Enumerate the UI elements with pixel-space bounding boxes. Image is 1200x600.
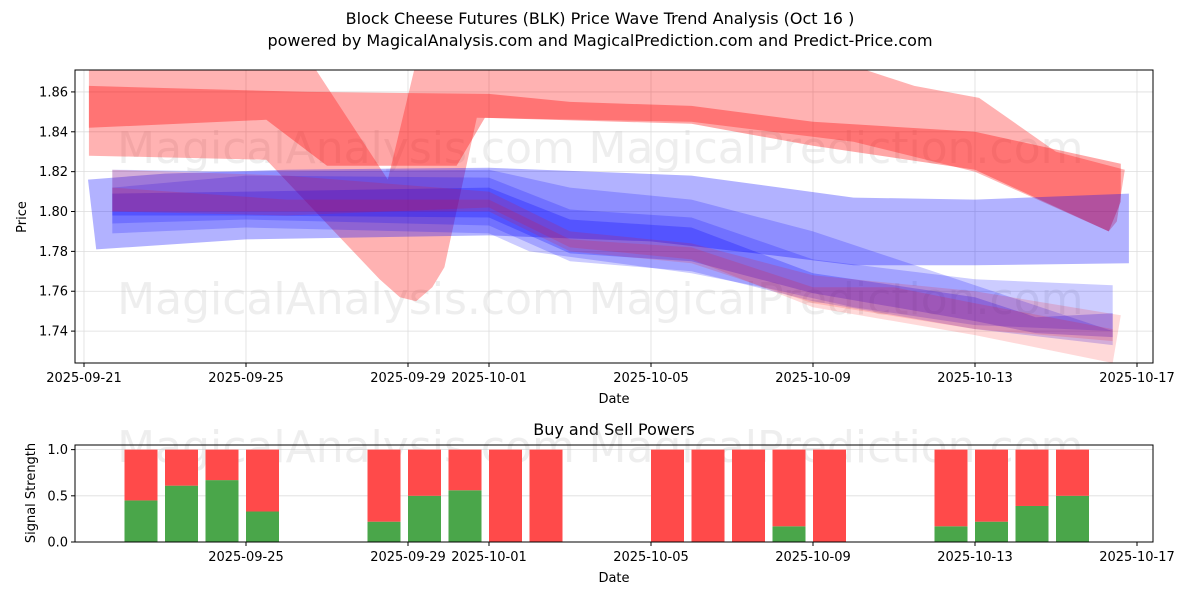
price-y-tick-label: 1.82 (39, 165, 68, 180)
chart-subtitle: powered by MagicalAnalysis.com and Magic… (267, 31, 933, 50)
price-y-tick-label: 1.84 (39, 125, 68, 140)
power-x-tick-label: 2025-10-09 (775, 550, 851, 565)
price-x-tick-label: 2025-10-01 (451, 371, 527, 386)
watermark: MagicalPrediction.com (589, 123, 1084, 174)
price-x-tick-label: 2025-10-13 (937, 371, 1013, 386)
buy-bar (124, 500, 158, 542)
sell-bar (165, 449, 198, 486)
buy-bar (165, 485, 198, 542)
watermark: MagicalPrediction.com (589, 274, 1084, 325)
price-y-tick-label: 1.86 (39, 85, 68, 100)
sell-bar (732, 449, 765, 542)
buy-bar (246, 511, 279, 542)
sell-bar (934, 449, 968, 527)
sell-bar (408, 449, 441, 496)
price-x-axis-label: Date (598, 392, 629, 407)
price-y-tick-label: 1.80 (39, 205, 68, 220)
power-ticks: 0.0 0.5 1.0 2025-09-25 2025-09-29 2025-10-01 2… (47, 443, 1174, 565)
power-x-tick-label: 2025-10-05 (613, 550, 689, 565)
buy-bar (205, 480, 239, 542)
price-x-tick-label: 2025-09-29 (370, 371, 446, 386)
price-x-tick-label: 2025-10-09 (775, 371, 851, 386)
sell-bar (1056, 449, 1089, 496)
band-red-wide (88, 70, 1125, 302)
power-y-tick-label: 0.0 (47, 536, 68, 551)
power-axes-frame (74, 444, 1154, 543)
watermark: MagicalAnalysis.com (117, 274, 575, 325)
buy-bar (975, 521, 1008, 542)
watermark: MagicalAnalysis.com (117, 123, 575, 174)
buy-bar (934, 526, 968, 542)
sell-bar (529, 449, 563, 542)
price-x-tick-label: 2025-10-05 (613, 371, 689, 386)
price-grid (75, 70, 1153, 363)
sell-bar (975, 449, 1008, 522)
price-watermarks: MagicalAnalysis.com MagicalPrediction.com… (117, 123, 1083, 325)
power-x-tick-label: 2025-10-01 (451, 550, 527, 565)
sell-bar (813, 449, 846, 542)
band-purple-2 (112, 187, 1113, 342)
buy-bar (1056, 495, 1089, 542)
power-x-tick-label: 2025-10-13 (937, 550, 1013, 565)
buy-bar (408, 495, 441, 542)
buy-bar (448, 490, 482, 542)
sell-bar (367, 449, 401, 522)
power-x-tick-label: 2025-09-29 (370, 550, 446, 565)
sell-bar (489, 449, 522, 542)
band-red-core (88, 85, 1121, 232)
price-x-tick-label: 2025-09-21 (46, 371, 122, 386)
price-y-tick-label: 1.78 (39, 245, 68, 260)
sell-bar (691, 449, 725, 542)
price-x-tick-label: 2025-10-17 (1099, 371, 1175, 386)
power-x-tick-label: 2025-10-17 (1099, 550, 1175, 565)
power-y-axis-label: Signal Strength (24, 443, 39, 543)
sell-bar (124, 449, 158, 501)
sell-bar (1015, 449, 1049, 506)
band-blue-core (112, 187, 1113, 338)
buy-bar (367, 521, 401, 542)
price-ticks: 1.74 1.76 1.78 1.80 1.82 1.84 1.86 2025-09-21 20… (39, 85, 1175, 386)
price-y-tick-label: 1.74 (39, 325, 68, 340)
price-bands (88, 70, 1129, 363)
power-y-tick-label: 1.0 (47, 443, 68, 458)
sell-bar (772, 449, 806, 527)
buy-bar (772, 526, 806, 542)
sell-bar (246, 449, 279, 512)
price-y-tick-label: 1.76 (39, 285, 68, 300)
band-purple-1 (112, 169, 1121, 363)
buy-bar (1015, 505, 1049, 542)
sell-bar (651, 449, 684, 542)
price-x-tick-label: 2025-09-25 (208, 371, 284, 386)
power-chart-title: Buy and Sell Powers (533, 420, 695, 439)
power-x-tick-label: 2025-09-25 (208, 550, 284, 565)
band-blue-mid-2 (112, 175, 1113, 346)
price-y-axis-label: Price (15, 201, 30, 233)
sell-bar (448, 449, 482, 491)
price-axes-frame (74, 69, 1154, 364)
band-blue-mid-1 (112, 169, 1113, 332)
power-y-tick-label: 0.5 (47, 489, 68, 504)
power-bars (124, 449, 1089, 542)
sell-bar (205, 449, 239, 481)
power-x-axis-label: Date (598, 571, 629, 586)
chart-title: Block Cheese Futures (BLK) Price Wave Tr… (345, 9, 855, 28)
band-blue-wide (88, 167, 1129, 266)
